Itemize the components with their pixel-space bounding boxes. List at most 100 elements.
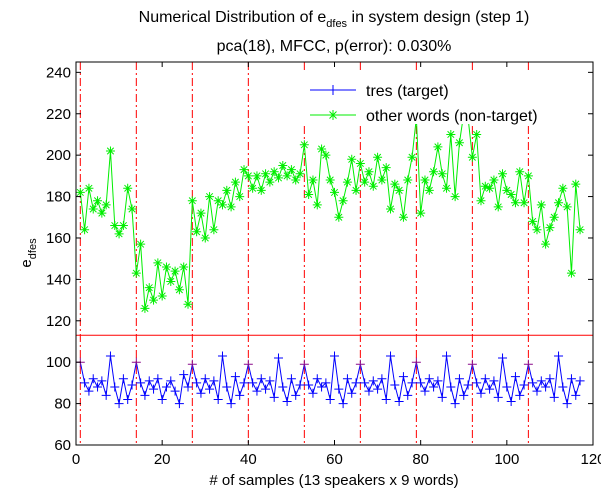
data-point xyxy=(411,357,421,367)
data-point xyxy=(528,216,538,226)
y-tick-label: 100 xyxy=(46,354,71,371)
data-point xyxy=(347,388,357,398)
data-point xyxy=(549,212,559,222)
data-point xyxy=(304,189,314,199)
data-point xyxy=(101,390,111,400)
data-point xyxy=(205,192,215,202)
data-point xyxy=(355,158,365,168)
chart-title: Numerical Distribution of edfes in syste… xyxy=(139,9,530,30)
data-point xyxy=(523,359,533,369)
y-axis-label-subscript: dfes xyxy=(27,238,39,259)
data-point xyxy=(420,386,430,396)
data-point xyxy=(114,399,124,409)
data-point xyxy=(226,399,236,409)
data-point xyxy=(446,129,456,139)
data-point xyxy=(433,376,443,386)
data-point xyxy=(144,283,154,293)
series-layer xyxy=(75,109,585,409)
data-point xyxy=(187,196,197,206)
data-point xyxy=(157,291,167,301)
data-point xyxy=(364,386,374,396)
data-point xyxy=(239,165,249,175)
data-point xyxy=(183,382,193,392)
data-point xyxy=(187,359,197,369)
plot-area xyxy=(76,62,593,445)
data-point xyxy=(93,196,103,206)
data-point xyxy=(398,372,408,382)
data-point xyxy=(575,376,585,386)
y-axis-label: edfes xyxy=(18,238,39,268)
data-point xyxy=(230,177,240,187)
x-axis-label: # of samples (13 speakers x 9 words) xyxy=(209,472,458,489)
data-point xyxy=(334,212,344,222)
data-point xyxy=(265,376,275,386)
data-point xyxy=(282,397,292,407)
data-point xyxy=(192,227,202,237)
data-point xyxy=(562,202,572,212)
data-point xyxy=(256,374,266,384)
data-point xyxy=(355,359,365,369)
data-point xyxy=(360,378,370,388)
data-point xyxy=(299,140,309,150)
data-point xyxy=(498,169,508,179)
data-point xyxy=(390,380,400,390)
data-point xyxy=(325,175,335,185)
data-point xyxy=(174,399,184,409)
data-point xyxy=(157,394,167,404)
data-point xyxy=(226,202,236,212)
data-point xyxy=(192,378,202,388)
data-point xyxy=(437,169,447,179)
data-point xyxy=(118,221,128,231)
data-point xyxy=(454,374,464,384)
data-point xyxy=(532,225,542,235)
data-point xyxy=(200,233,210,243)
data-point xyxy=(493,202,503,212)
data-point xyxy=(295,380,305,390)
data-point xyxy=(489,175,499,185)
data-point xyxy=(153,258,163,268)
data-point xyxy=(170,266,180,276)
data-point xyxy=(295,169,305,179)
legend-label-target: tres (target) xyxy=(366,83,449,100)
legend-label-nontarget: other words (non-target) xyxy=(366,108,538,125)
legend-marker-target xyxy=(328,85,338,95)
data-point xyxy=(217,200,227,210)
series-nontarget xyxy=(75,109,585,313)
y-tick-label: 140 xyxy=(46,271,71,288)
data-point xyxy=(429,382,439,392)
data-point xyxy=(136,239,146,249)
data-point xyxy=(377,175,387,185)
y-tick-label: 120 xyxy=(46,313,71,330)
data-point xyxy=(386,204,396,214)
data-point xyxy=(321,378,331,388)
data-point xyxy=(489,376,499,386)
data-point xyxy=(248,183,258,193)
data-point xyxy=(472,129,482,139)
data-point xyxy=(510,198,520,208)
data-point xyxy=(239,378,249,388)
x-tick-label: 60 xyxy=(326,451,343,468)
data-point xyxy=(174,285,184,295)
data-point xyxy=(368,376,378,386)
data-point xyxy=(342,374,352,384)
data-point xyxy=(541,382,551,392)
data-point xyxy=(127,380,137,390)
data-point xyxy=(282,171,292,181)
data-point xyxy=(217,351,227,361)
data-point xyxy=(545,374,555,384)
data-point xyxy=(149,295,159,305)
x-tick-label: 0 xyxy=(72,451,80,468)
data-point xyxy=(291,175,301,185)
data-point xyxy=(256,185,266,195)
data-point xyxy=(351,378,361,388)
x-tick-label: 80 xyxy=(412,451,429,468)
data-point xyxy=(308,175,318,185)
x-tick-label: 120 xyxy=(580,451,601,468)
data-point xyxy=(566,374,576,384)
data-point xyxy=(261,384,271,394)
data-point xyxy=(166,276,176,286)
data-point xyxy=(183,299,193,309)
data-point xyxy=(549,392,559,402)
data-point xyxy=(566,268,576,278)
data-point xyxy=(442,183,452,193)
